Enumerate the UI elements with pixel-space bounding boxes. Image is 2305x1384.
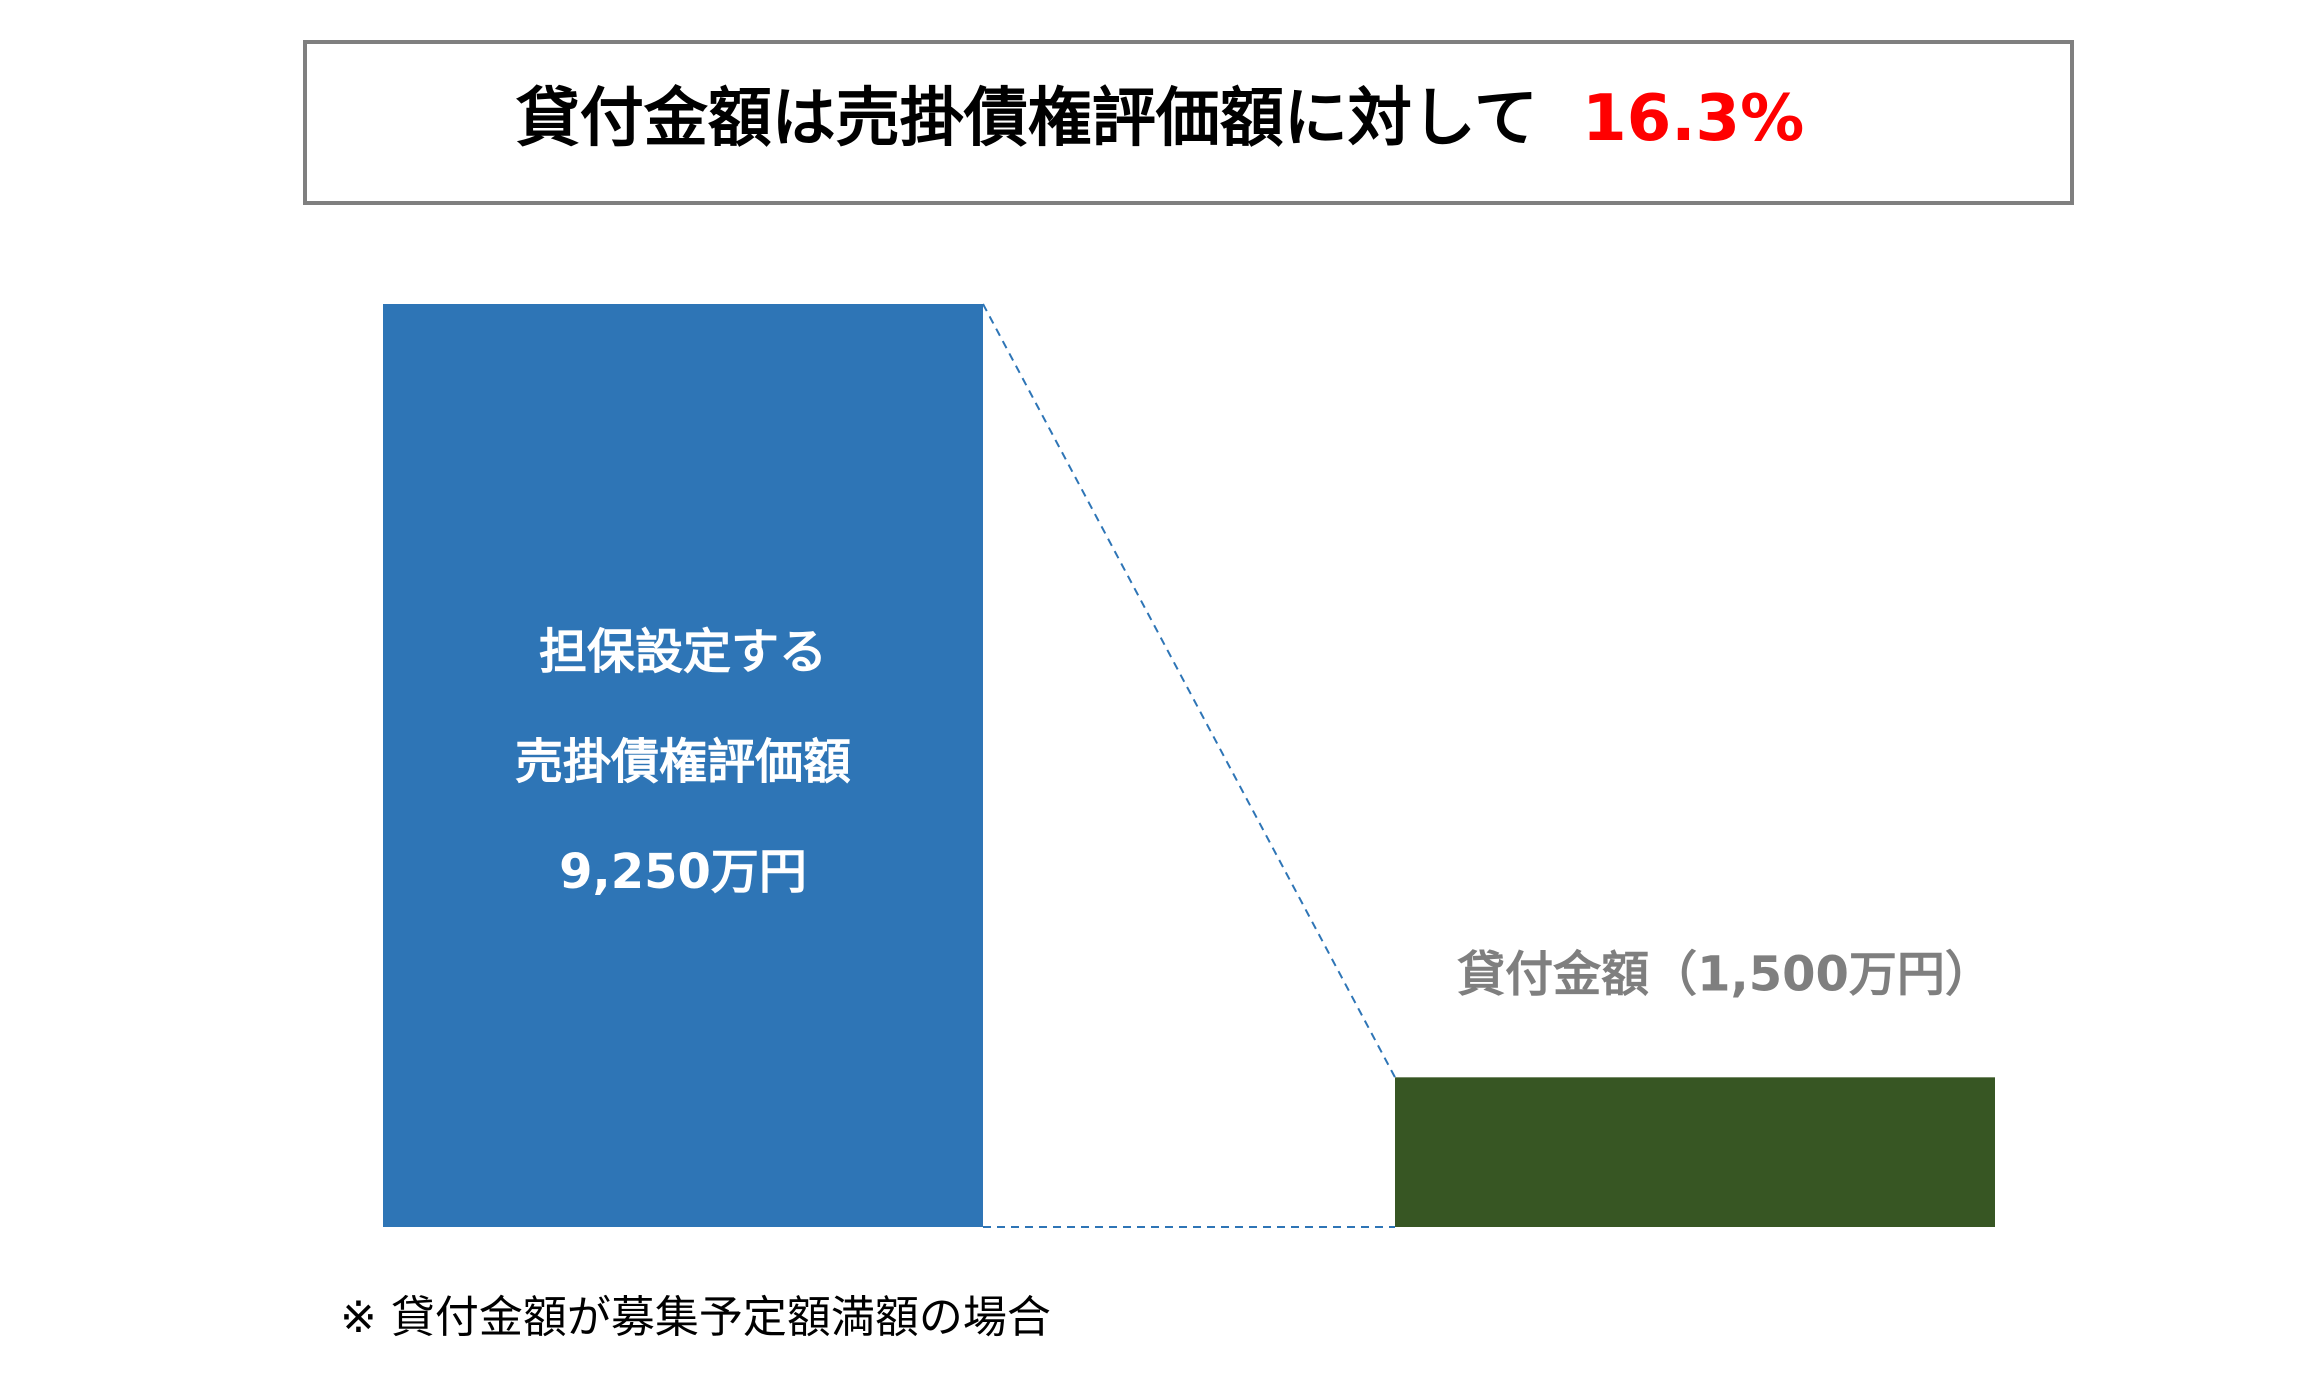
value-label: （1,500万円） [1649,946,1993,1002]
value-label: 9,250万円 [559,844,807,900]
bar-label: 売掛債権評価額 [515,734,851,790]
bar [1395,1077,1995,1227]
bar-label: 担保設定する [539,624,827,680]
title-text: 貸付金額は売掛債権評価額に対して [516,82,1538,156]
category-label: 貸付金額 [1457,946,1649,1002]
chart-title: 貸付金額は売掛債権評価額に対して 16.3% [516,82,1804,156]
bar-label: 貸付金額（1,500万円） [1457,946,1993,1002]
bar [383,304,983,1227]
title-highlight: 16.3% [1582,82,1804,156]
connector-line [982,303,1396,1078]
title-box [303,40,2074,205]
footnote: ※ 貸付金額が募集予定額満額の場合 [340,1292,1051,1343]
